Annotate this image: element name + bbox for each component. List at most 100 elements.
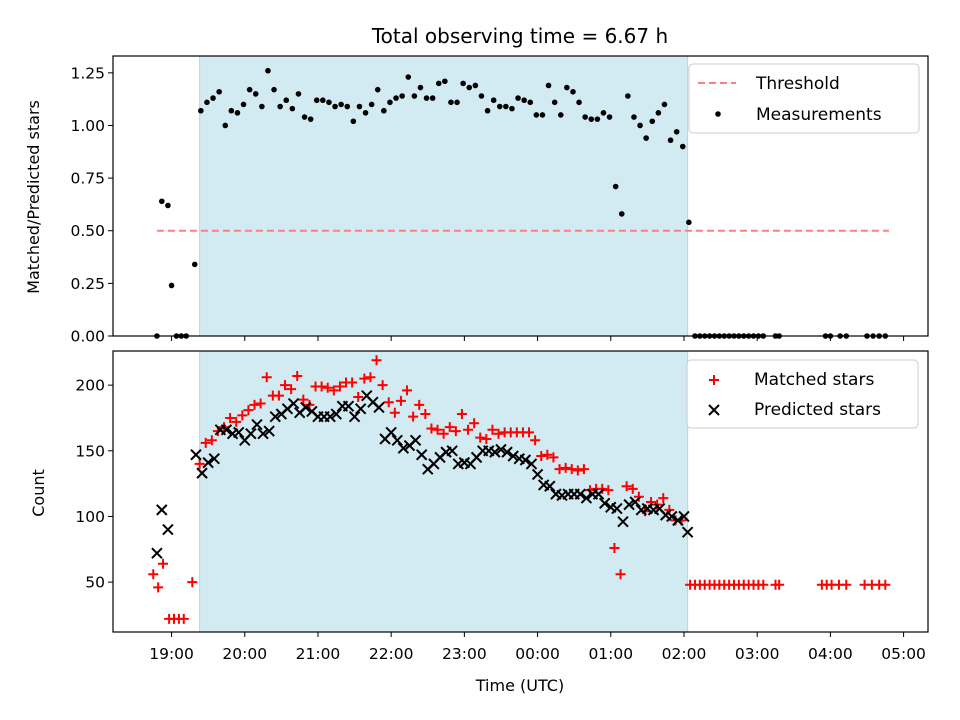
matched-star-point xyxy=(542,449,553,460)
measurement-point xyxy=(234,110,241,116)
predicted-star-point xyxy=(501,446,513,458)
measurement-point xyxy=(246,86,253,93)
matched-star-point xyxy=(880,579,891,590)
predicted-star-point xyxy=(196,467,208,479)
measurement-point xyxy=(521,97,527,104)
bottom-y-tick-label: 100 xyxy=(75,508,105,526)
predicted-star-point xyxy=(574,488,586,500)
predicted-star-point xyxy=(666,510,678,523)
matched-star-point xyxy=(402,385,413,396)
predicted-star-point xyxy=(629,496,641,508)
measurement-point xyxy=(338,101,344,108)
matched-star-point xyxy=(475,432,486,443)
measurement-point xyxy=(679,143,686,150)
x-tick-label: 00:00 xyxy=(515,645,560,663)
measurement-point xyxy=(204,99,210,106)
matched-star-point xyxy=(194,458,205,469)
predicted-star-point xyxy=(598,497,611,510)
measurement-point xyxy=(381,107,387,114)
measurement-point xyxy=(655,110,662,116)
matched-star-point xyxy=(371,355,382,366)
matched-star-point xyxy=(432,424,443,435)
predicted-star-point xyxy=(202,456,214,469)
measurement-point xyxy=(460,80,466,87)
top-y-tick-label: 1.25 xyxy=(70,64,105,82)
measurement-point xyxy=(252,91,259,97)
legend-measurements-label: Measurements xyxy=(756,105,882,125)
matched-star-point xyxy=(603,485,614,496)
legend-predicted-swatch xyxy=(708,404,720,416)
predicted-star-point xyxy=(385,426,397,439)
matched-star-point xyxy=(158,558,169,569)
measurement-point xyxy=(399,93,405,99)
predicted-star-point xyxy=(342,400,355,412)
measurement-point xyxy=(442,78,448,85)
measurement-point xyxy=(618,211,625,217)
measurement-point xyxy=(570,88,576,95)
measurement-point xyxy=(472,82,479,89)
x-tick-label: 20:00 xyxy=(222,645,267,663)
measurement-point xyxy=(313,97,320,104)
matched-star-point xyxy=(530,435,541,446)
matched-star-point xyxy=(353,391,364,402)
measurement-point xyxy=(631,114,637,120)
predicted-star-point xyxy=(190,449,202,461)
measurement-point xyxy=(393,95,399,101)
measurement-point xyxy=(509,105,515,112)
measurement-point xyxy=(216,88,222,95)
measurement-point xyxy=(527,99,534,106)
measurement-point xyxy=(606,114,613,120)
measurement-point xyxy=(405,74,412,80)
predicted-star-point xyxy=(257,428,269,440)
x-tick-label: 03:00 xyxy=(735,645,780,663)
matched-star-point xyxy=(627,483,638,494)
matched-star-point xyxy=(395,395,406,406)
matched-star-point xyxy=(621,481,632,492)
predicted-star-point xyxy=(617,515,629,528)
predicted-star-point xyxy=(300,401,312,414)
predicted-star-point xyxy=(415,449,428,461)
matched-star-point xyxy=(237,410,248,421)
matched-star-point xyxy=(408,411,419,422)
top-observing-window xyxy=(199,56,688,336)
matched-star-point xyxy=(652,499,663,510)
matched-star-point xyxy=(292,370,303,381)
x-tick-label: 04:00 xyxy=(808,645,853,663)
measurement-point xyxy=(228,107,235,114)
x-tick-label: 01:00 xyxy=(588,645,633,663)
x-tick-label: 21:00 xyxy=(296,645,341,663)
x-tick-label: 22:00 xyxy=(369,645,414,663)
top-legend: Threshold Measurements xyxy=(688,63,920,134)
predicted-star-point xyxy=(611,502,623,515)
top-panel-frame xyxy=(112,55,929,337)
predicted-star-point xyxy=(269,410,281,423)
matched-star-point xyxy=(524,427,535,438)
measurement-point xyxy=(576,99,582,106)
matched-star-point xyxy=(365,372,376,383)
bottom-y-tick-label: 50 xyxy=(85,574,105,592)
matched-star-point xyxy=(597,483,608,494)
matched-star-point xyxy=(261,372,272,383)
measurement-point xyxy=(222,122,229,129)
measurement-point xyxy=(326,99,332,106)
measurement-point xyxy=(198,107,204,114)
matched-star-point xyxy=(328,385,339,396)
matched-star-point xyxy=(389,407,400,418)
predicted-star-point xyxy=(544,480,556,492)
matched-star-point xyxy=(148,569,159,580)
measurement-point xyxy=(564,84,570,91)
predicted-star-point xyxy=(354,403,367,415)
top-panel-y-axis-label: Matched/Predicted stars xyxy=(24,100,43,294)
x-tick-label: 23:00 xyxy=(442,645,487,663)
top-y-tick-label: 0.00 xyxy=(70,328,105,346)
predicted-star-point xyxy=(495,443,507,456)
predicted-star-point xyxy=(531,468,544,481)
predicted-star-point xyxy=(681,526,694,538)
measurement-point xyxy=(191,261,198,268)
matched-star-point xyxy=(426,423,437,434)
predicted-star-point xyxy=(251,418,263,431)
matched-star-point xyxy=(633,491,644,502)
matched-star-point xyxy=(609,542,620,553)
predicted-star-point xyxy=(507,450,519,462)
predicted-star-point xyxy=(580,492,593,504)
